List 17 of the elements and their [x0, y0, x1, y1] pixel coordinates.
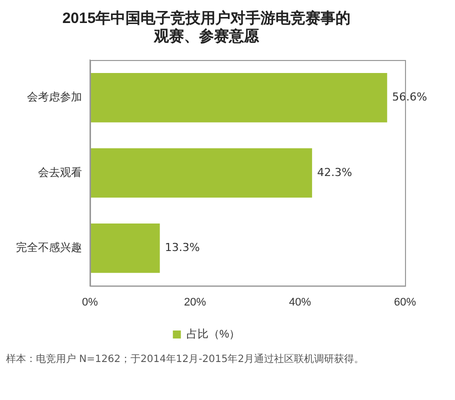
x-tick-label: 20% [184, 296, 206, 308]
data-label: 42.3% [317, 166, 352, 179]
bar [90, 148, 312, 198]
text: 样本：电竞用户 N=1262；于2014年12月-2015年2月通过社区联机调研获得。 [6, 352, 366, 366]
data-label: 13.3% [164, 241, 200, 254]
x-tick-label: 0% [82, 296, 98, 308]
text: 观赛、参赛意愿 [154, 28, 259, 46]
x-tick-label: 60% [394, 296, 416, 308]
text: 2015年中国电子竞技用户对手游电竞赛事的 [62, 10, 351, 28]
data-label: 56.6% [392, 90, 428, 104]
y-tick-label: 会考虑参加 [27, 90, 82, 104]
bar [90, 72, 388, 122]
y-tick-label: 会去观看 [38, 166, 82, 179]
x-tick-label: 40% [288, 296, 312, 308]
bar [90, 223, 160, 273]
y-tick-label: 完全不感兴趣 [16, 241, 82, 254]
legend-label: 占比（%） [186, 328, 240, 341]
